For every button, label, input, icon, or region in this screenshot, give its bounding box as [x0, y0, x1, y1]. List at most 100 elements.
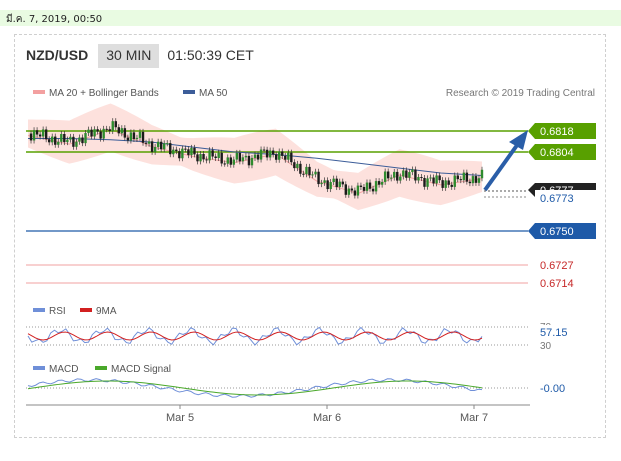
candle-body — [208, 150, 211, 161]
candle-body — [135, 137, 139, 140]
candle-body — [259, 149, 263, 160]
candle-body — [172, 149, 175, 155]
candle-body — [420, 177, 423, 179]
candle-body — [441, 180, 444, 188]
candle-body — [144, 142, 148, 144]
candle-body — [362, 186, 366, 191]
candle-body — [199, 153, 202, 162]
candle-body — [247, 155, 251, 166]
candle-body — [359, 185, 363, 187]
candle-body — [465, 172, 469, 182]
candle-body — [423, 177, 426, 187]
candle-body — [426, 178, 429, 187]
chart-header: NZD/USD 30 MIN 01:50:39 CET — [26, 44, 254, 68]
candle-body — [147, 141, 151, 144]
candle-body — [344, 184, 347, 195]
candle-body — [368, 182, 372, 189]
candle-body — [278, 151, 281, 160]
candle-body — [393, 171, 396, 178]
candle-body — [408, 172, 411, 178]
macd-signal-path — [27, 380, 483, 396]
candle-body — [402, 170, 405, 177]
svg-text:0.6727: 0.6727 — [540, 260, 574, 272]
candle-body — [365, 182, 369, 191]
candle-body — [477, 178, 481, 183]
candle-body — [262, 149, 266, 151]
x-tick-label-mar6: Mar 6 — [313, 412, 341, 424]
rsi-line — [27, 326, 483, 346]
candle-body — [290, 152, 293, 163]
candle-body — [232, 159, 236, 165]
candle-body — [447, 180, 450, 185]
candle-body — [429, 177, 432, 179]
price-tag-0.6714: 0.6714 — [540, 278, 574, 290]
candle-body — [175, 149, 178, 152]
svg-text:0.6818: 0.6818 — [540, 126, 574, 138]
candle-body — [78, 137, 81, 142]
candle-body — [480, 169, 484, 179]
candle-body — [317, 171, 320, 185]
candle-body — [238, 152, 242, 162]
macd-signal-legend-label: MACD Signal — [111, 364, 171, 375]
candle-body — [114, 121, 117, 128]
candle-body — [220, 152, 223, 164]
candle-body — [235, 152, 239, 160]
candle-body — [156, 141, 160, 148]
candle-body — [444, 180, 447, 188]
candle-body — [474, 176, 478, 183]
candle-body — [438, 175, 441, 181]
candle-body — [323, 180, 326, 183]
candle-body — [54, 136, 57, 145]
candle-body — [105, 128, 108, 130]
candle-body — [335, 178, 338, 188]
candle-body — [383, 171, 387, 182]
candle-body — [111, 121, 114, 132]
candle-body — [202, 153, 205, 160]
chart-frame — [14, 34, 606, 438]
rsi-path — [27, 326, 483, 346]
candle-body — [305, 166, 308, 175]
candle-body — [341, 181, 344, 185]
candle-body — [184, 148, 187, 150]
candle-body — [44, 129, 48, 140]
candle-body — [241, 157, 245, 162]
candle-body — [471, 176, 475, 184]
candle-body — [253, 154, 257, 158]
candle-body — [274, 154, 278, 160]
candle-body — [84, 133, 87, 144]
candle-body — [299, 163, 302, 174]
candle-body — [296, 163, 299, 169]
candle-body — [217, 152, 220, 159]
candle-body — [462, 172, 466, 181]
candle-body — [60, 133, 63, 142]
candle-body — [196, 154, 199, 162]
candle-body — [29, 133, 33, 141]
candle-body — [350, 188, 354, 191]
x-tick-label-mar7: Mar 7 — [460, 412, 488, 424]
macd-value: -0.00 — [540, 383, 565, 395]
candle-body — [411, 169, 414, 173]
candle-body — [108, 129, 111, 132]
candle-body — [320, 182, 323, 185]
price-tag-0.6727: 0.6727 — [540, 260, 574, 272]
candle-body — [81, 137, 84, 144]
candle-body — [159, 141, 163, 150]
macd-legend-label: MACD — [49, 364, 78, 375]
price-tag-0.6804: 0.6804 — [528, 144, 596, 160]
candle-body — [163, 143, 166, 150]
candle-body — [120, 128, 124, 134]
candle-body — [311, 174, 314, 176]
candle-body — [293, 162, 296, 169]
candle-body — [187, 149, 190, 156]
timeframe-button[interactable]: 30 MIN — [98, 44, 160, 68]
ma50-legend-label: MA 50 — [199, 88, 228, 99]
candle-body — [193, 147, 196, 155]
candle-body — [126, 137, 130, 141]
forecast-arrow-head — [509, 130, 528, 150]
candle-body — [414, 169, 417, 181]
candle-body — [69, 136, 72, 140]
bollinger-legend-swatch — [33, 90, 45, 94]
candle-body — [123, 128, 127, 138]
candle-body — [468, 181, 472, 184]
candle-body — [47, 139, 51, 143]
